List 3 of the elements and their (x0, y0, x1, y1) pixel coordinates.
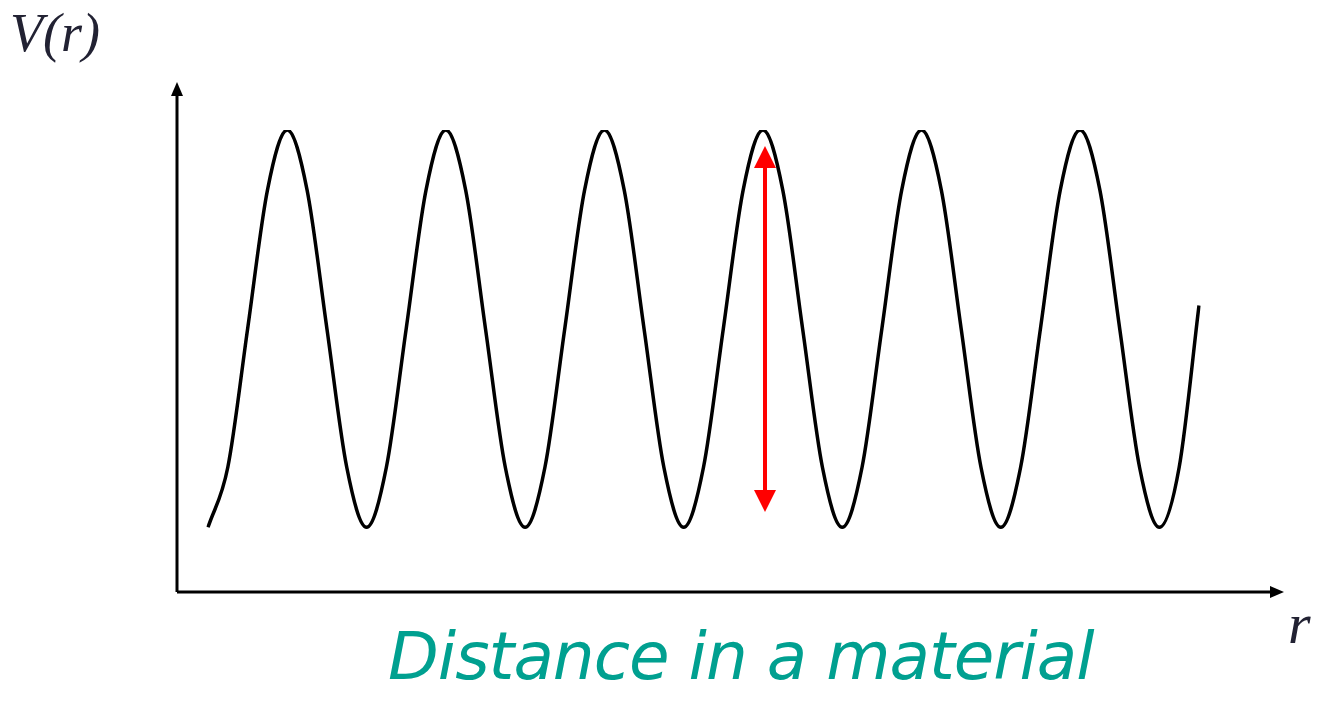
y-axis-title: V(r) (10, 2, 100, 64)
text: Distance in a material (388, 618, 1094, 695)
x-axis-title: r (1288, 590, 1311, 657)
